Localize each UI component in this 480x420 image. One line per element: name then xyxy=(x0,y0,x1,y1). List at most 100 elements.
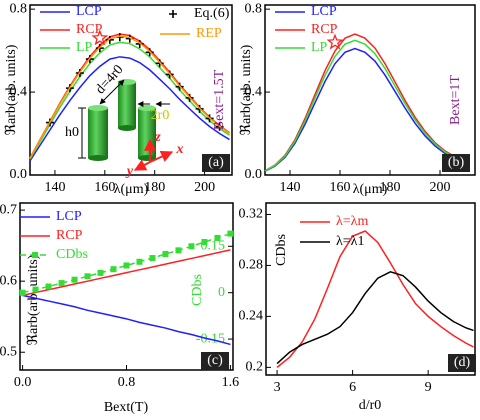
data-point xyxy=(201,238,208,245)
data-point xyxy=(32,286,39,293)
y2-axis-label: CDbs xyxy=(190,274,205,306)
data-point xyxy=(105,35,114,44)
y-tick-label: 0.4 xyxy=(10,84,28,99)
annotation: z xyxy=(154,130,161,145)
y-tick-label: 0.5 xyxy=(0,344,17,359)
x-tick-label: 3 xyxy=(274,380,281,395)
annotation: 2r0 xyxy=(151,108,170,123)
legend-label: RCP xyxy=(76,22,103,37)
panel-label-box xyxy=(442,154,470,172)
data-point xyxy=(162,251,169,258)
series-line xyxy=(276,270,474,365)
y-axis-label: ℜarb(arb. units) xyxy=(4,44,19,135)
data-point xyxy=(149,255,156,262)
x-tick-label: 140 xyxy=(44,180,65,195)
legend-label: Eq.(6) xyxy=(194,6,230,21)
annotation: x xyxy=(176,142,184,157)
x-axis-label: λ(μm) xyxy=(114,182,149,197)
legend-label: LP xyxy=(311,40,328,55)
data-point xyxy=(97,269,104,276)
legend-marker xyxy=(32,252,38,258)
legend-label: LCP xyxy=(76,4,102,19)
data-point xyxy=(123,262,130,269)
series-line xyxy=(29,56,230,162)
legend-label: LCP xyxy=(56,209,82,224)
legend-label: RCP xyxy=(56,228,83,243)
data-point xyxy=(188,243,195,250)
series-line xyxy=(22,294,231,346)
panel-label-box xyxy=(201,352,229,370)
x-tick-label: 1.6 xyxy=(222,375,240,390)
x-tick-label: 160 xyxy=(330,180,351,195)
legend-label: λ=λ1 xyxy=(336,234,364,249)
y-axis-label: ℜarb(arb. units) xyxy=(26,254,41,345)
y2-tick-label: 0 xyxy=(218,285,225,300)
data-point xyxy=(84,273,91,280)
legend-label: λ=λm xyxy=(336,214,368,229)
plot-frame xyxy=(265,202,476,376)
data-point xyxy=(135,39,144,48)
panel-label-box xyxy=(202,154,230,172)
series-line xyxy=(22,249,231,297)
inset-geometry xyxy=(78,79,174,171)
x-tick-label: 180 xyxy=(380,180,401,195)
data-point xyxy=(214,234,221,241)
data-point xyxy=(71,276,78,283)
y-tick-label: 0.2 xyxy=(246,360,264,375)
data-point xyxy=(136,258,143,265)
annotation: (c) xyxy=(207,353,223,368)
annotation: (b) xyxy=(448,155,465,170)
series-line xyxy=(276,230,474,368)
y-axis-label: CDbs xyxy=(274,234,289,266)
x-axis-label: d/r0 xyxy=(359,398,382,413)
x-tick-label: 200 xyxy=(194,180,215,195)
legend-label: CDbs xyxy=(56,247,88,262)
panel-label-box xyxy=(448,354,476,372)
highlight-star xyxy=(91,29,109,46)
x-tick-label: 160 xyxy=(94,180,115,195)
y-tick-label: 0.8 xyxy=(10,1,28,16)
highlight-star xyxy=(326,33,344,50)
y-tick-label: 0.8 xyxy=(245,1,263,16)
legend-label: LCP xyxy=(311,4,337,19)
y-axis-label: ℜarb(arb. units) xyxy=(239,44,254,135)
y-tick-label: 0.28 xyxy=(239,258,264,273)
series-line xyxy=(22,232,231,294)
annotation: y xyxy=(125,164,134,179)
x-tick-label: 9 xyxy=(425,380,432,395)
y-tick-label: 0.4 xyxy=(245,84,263,99)
series-line xyxy=(29,41,230,160)
data-point xyxy=(227,230,234,237)
y-tick-label: 0.7 xyxy=(0,202,17,217)
x-tick-label: 0.8 xyxy=(118,375,136,390)
legend-label: LP xyxy=(76,40,93,55)
series-line xyxy=(264,47,466,172)
y-tick-label: 0.0 xyxy=(10,167,28,182)
data-point xyxy=(19,289,26,296)
y-tick-label: 0.24 xyxy=(239,309,264,324)
data-point xyxy=(45,283,52,290)
series-line xyxy=(29,35,230,159)
x-axis-label: Bext(T) xyxy=(104,400,149,415)
legend-label: REP xyxy=(196,26,222,41)
x-tick-label: 180 xyxy=(144,180,165,195)
y-tick-label: 0.32 xyxy=(239,207,264,222)
legend-label: RCP xyxy=(311,22,338,37)
plot-frame xyxy=(264,4,476,176)
annotation: (d) xyxy=(454,355,471,370)
annotation: h0 xyxy=(65,125,79,140)
annotation: Bext=1.5T xyxy=(212,69,227,130)
x-tick-label: 6 xyxy=(349,380,356,395)
series-line xyxy=(264,33,466,172)
series-line xyxy=(264,39,466,172)
x-tick-label: 140 xyxy=(280,180,301,195)
data-point xyxy=(58,280,65,287)
y-tick-label: 0.0 xyxy=(245,167,263,182)
data-point xyxy=(110,266,117,273)
x-axis-label: λ(μm) xyxy=(353,182,388,197)
y-tick-label: 0.6 xyxy=(0,273,17,288)
legend-marker xyxy=(169,10,177,18)
annotation: Bext=1T xyxy=(448,75,463,125)
annotation: (a) xyxy=(208,155,224,170)
